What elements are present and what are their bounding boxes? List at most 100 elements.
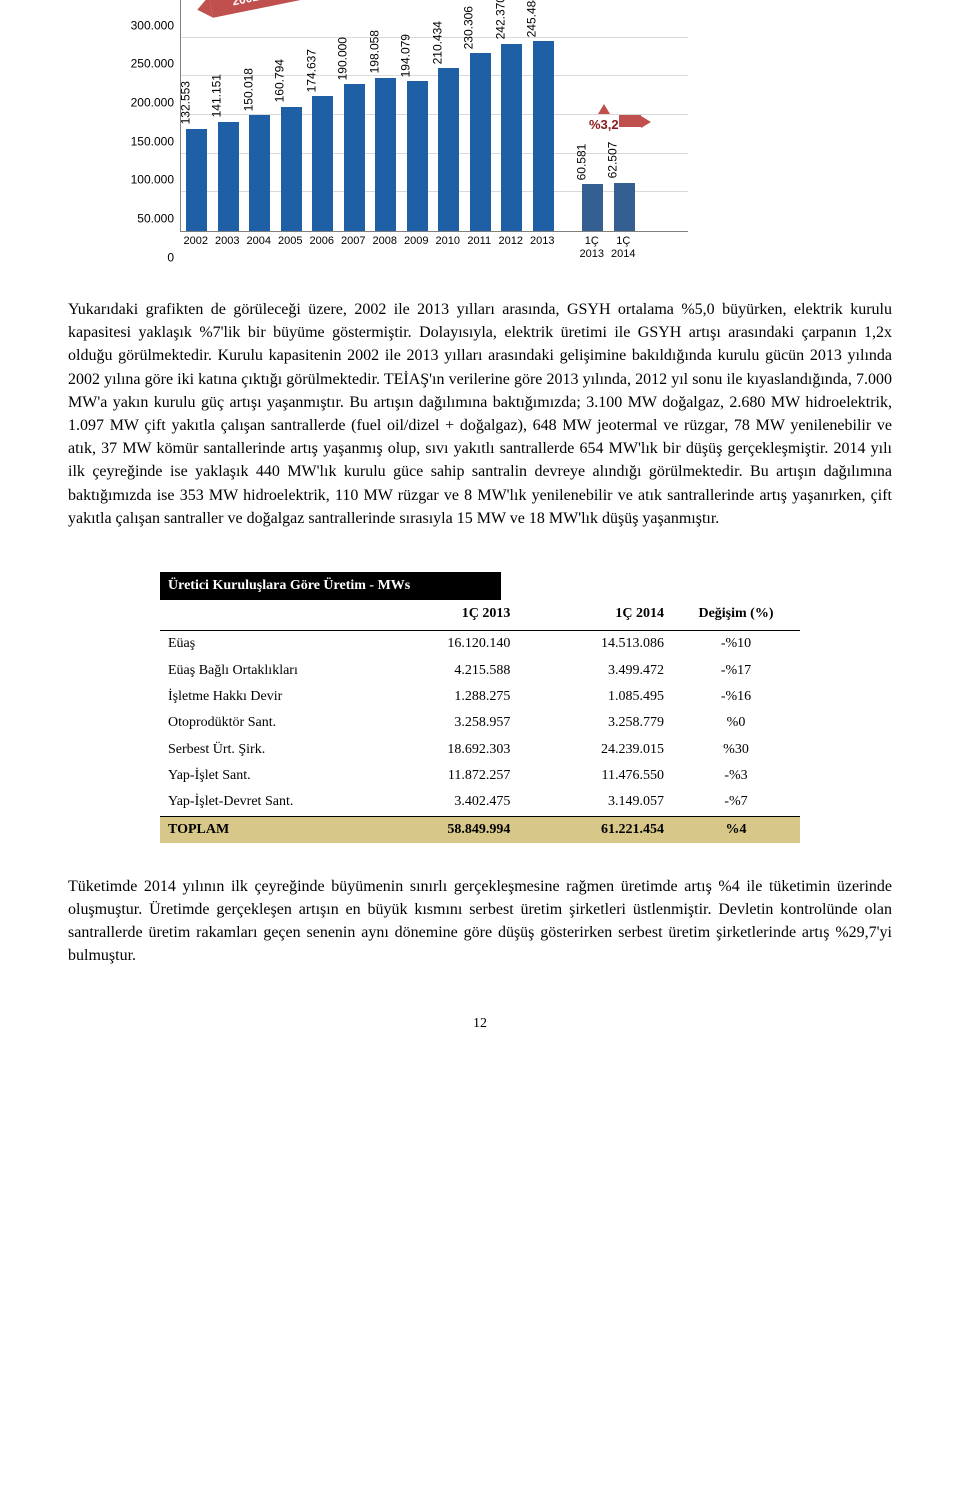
x-label: 2010: [432, 232, 464, 280]
row-c2: 3.149.057: [518, 789, 672, 816]
bar-value: 150.018: [240, 68, 257, 111]
row-name: Eüaş: [160, 631, 365, 658]
row-c1: 18.692.303: [365, 737, 519, 763]
table-row: Eüaş16.120.14014.513.086-%10: [160, 631, 800, 658]
production-table: Üretici Kuruluşlara Göre Üretim - MWs 1Ç…: [160, 572, 800, 843]
row-c2: 11.476.550: [518, 763, 672, 789]
bar-value: 242.370: [492, 0, 509, 40]
table-title: Üretici Kuruluşlara Göre Üretim - MWs: [160, 572, 501, 600]
bar-value: 230.306: [461, 6, 478, 49]
row-c1: 4.215.588: [365, 658, 519, 684]
row-c2: 3.499.472: [518, 658, 672, 684]
table-row: İşletme Hakkı Devir1.288.2751.085.495-%1…: [160, 684, 800, 710]
col-change: Değişim (%): [672, 600, 800, 631]
bar: 60.581: [582, 184, 603, 231]
bar: 230.306: [470, 53, 491, 231]
x-label: 1Ç2014: [608, 232, 640, 280]
capacity-chart: 0 50.000 100.000 150.000 200.000 250.000 300.0…: [128, 0, 688, 280]
row-name: Yap-İşlet-Devret Sant.: [160, 789, 365, 816]
bar: 190.000: [344, 84, 365, 231]
bar-value: 194.079: [398, 34, 415, 77]
row-c1: 3.402.475: [365, 789, 519, 816]
row-name: Otoprodüktör Sant.: [160, 710, 365, 736]
paragraph-1: Yukarıdaki grafikten de görüleceği üzere…: [68, 298, 892, 530]
x-label: 2006: [306, 232, 338, 280]
row-c1: 11.872.257: [365, 763, 519, 789]
bar-value: 62.507: [605, 142, 622, 179]
row-c2: 24.239.015: [518, 737, 672, 763]
table-row: Otoprodüktör Sant.3.258.9573.258.779%0: [160, 710, 800, 736]
row-c2: 14.513.086: [518, 631, 672, 658]
total-c2: 61.221.454: [518, 816, 672, 843]
row-name: İşletme Hakkı Devir: [160, 684, 365, 710]
bar-value: 174.637: [303, 49, 320, 92]
bar-value: 245.484: [524, 0, 541, 37]
bar: 160.794: [281, 107, 302, 231]
bar: 242.370: [501, 44, 522, 231]
x-label: 2007: [338, 232, 370, 280]
bar: 245.484: [533, 41, 554, 231]
row-c1: 1.288.275: [365, 684, 519, 710]
arrow-q-label: %3,2: [589, 117, 619, 132]
row-c3: -%16: [672, 684, 800, 710]
bar: 194.079: [407, 81, 428, 231]
total-name: TOPLAM: [160, 816, 365, 843]
row-c3: -%3: [672, 763, 800, 789]
table-row: Yap-İşlet-Devret Sant.3.402.4753.149.057…: [160, 789, 800, 816]
bar-value: 160.794: [272, 59, 289, 102]
table-row: Serbest Ürt. Şirk.18.692.30324.239.015%3…: [160, 737, 800, 763]
col-1c2013: 1Ç 2013: [365, 600, 519, 631]
x-label: 2013: [527, 232, 559, 280]
total-c1: 58.849.994: [365, 816, 519, 843]
x-label: 2008: [369, 232, 401, 280]
row-c3: -%10: [672, 631, 800, 658]
y-tick: 0: [167, 249, 174, 266]
row-c2: 1.085.495: [518, 684, 672, 710]
bar: 150.018: [249, 115, 270, 231]
x-label: 2002: [180, 232, 212, 280]
bar: 174.637: [312, 96, 333, 231]
x-label: 2011: [464, 232, 496, 280]
x-label: 2003: [212, 232, 244, 280]
bar-value: 141.151: [209, 74, 226, 117]
bar: 132.553: [186, 129, 207, 232]
y-tick: 200.000: [131, 95, 174, 112]
growth-arrow-quarter: %3,2: [589, 104, 619, 135]
row-c3: %0: [672, 710, 800, 736]
bar: 210.434: [438, 68, 459, 231]
paragraph-2: Tüketimde 2014 yılının ilk çeyreğinde bü…: [68, 875, 892, 968]
bar: 198.058: [375, 78, 396, 231]
bar-value: 210.434: [429, 21, 446, 64]
bar-value: 132.553: [177, 81, 194, 124]
row-c2: 3.258.779: [518, 710, 672, 736]
table-total: TOPLAM58.849.99461.221.454%4: [160, 816, 800, 843]
table-row: Yap-İşlet Sant.11.872.25711.476.550-%3: [160, 763, 800, 789]
bar: 62.507: [614, 183, 635, 231]
x-label: 2012: [495, 232, 527, 280]
y-tick: 250.000: [131, 56, 174, 73]
total-c3: %4: [672, 816, 800, 843]
y-tick: 150.000: [131, 133, 174, 150]
page-number: 12: [68, 1014, 892, 1034]
row-c1: 3.258.957: [365, 710, 519, 736]
table-row: Eüaş Bağlı Ortaklıkları4.215.5883.499.47…: [160, 658, 800, 684]
x-label: 1Ç2013: [576, 232, 608, 280]
y-tick: 300.000: [131, 17, 174, 34]
x-label: 2009: [401, 232, 433, 280]
y-tick: 100.000: [131, 172, 174, 189]
row-c3: %30: [672, 737, 800, 763]
row-c3: -%17: [672, 658, 800, 684]
row-name: Serbest Ürt. Şirk.: [160, 737, 365, 763]
row-c3: -%7: [672, 789, 800, 816]
row-c1: 16.120.140: [365, 631, 519, 658]
bar-value: 190.000: [335, 37, 352, 80]
x-label: 2005: [275, 232, 307, 280]
y-tick: 50.000: [137, 211, 174, 228]
col-1c2014: 1Ç 2014: [518, 600, 672, 631]
bar: 141.151: [218, 122, 239, 231]
bar-value: 60.581: [573, 143, 590, 180]
row-name: Yap-İşlet Sant.: [160, 763, 365, 789]
row-name: Eüaş Bağlı Ortaklıkları: [160, 658, 365, 684]
x-label: 2004: [243, 232, 275, 280]
bar-value: 198.058: [366, 30, 383, 73]
